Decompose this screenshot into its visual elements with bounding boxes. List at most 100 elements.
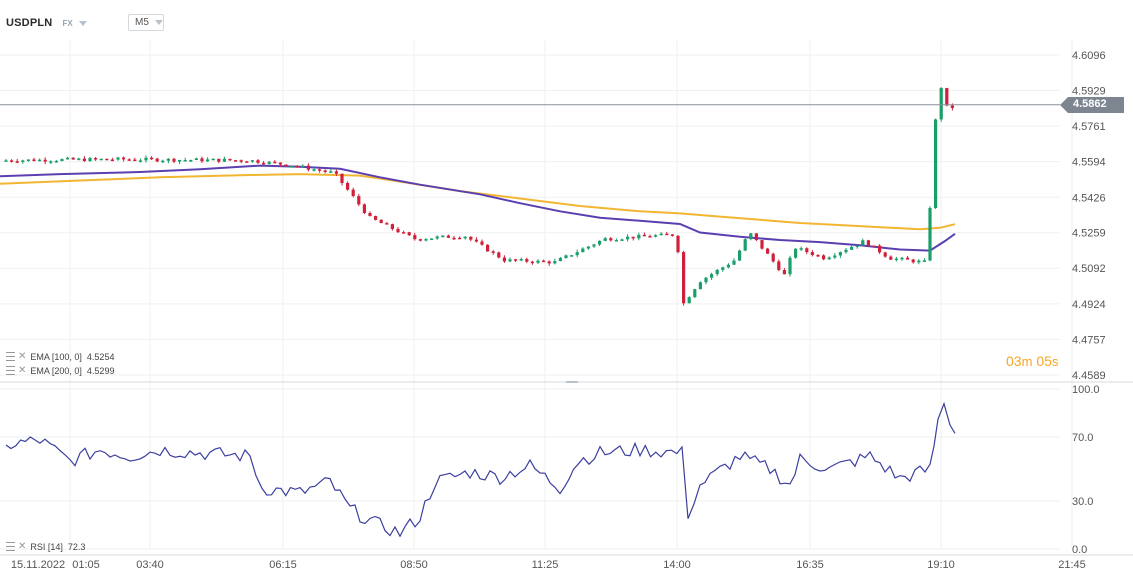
candle-body [446, 235, 450, 238]
candle-body [172, 158, 176, 162]
last-price-value: 4.5862 [1073, 98, 1107, 110]
candle-body [138, 160, 142, 162]
close-icon[interactable]: ✕ [18, 541, 27, 552]
candle-body [183, 159, 187, 162]
candle-body [211, 158, 215, 161]
candle-body [206, 159, 210, 162]
candle-body [82, 158, 86, 162]
candle-body [844, 249, 848, 253]
candle-body [290, 166, 294, 168]
candle-body [245, 161, 249, 163]
candle-body [866, 240, 870, 246]
candle-body [855, 245, 859, 247]
candle-body [295, 166, 299, 168]
candle-body [581, 248, 585, 253]
candle-body [150, 157, 154, 160]
candle-body [715, 269, 719, 275]
candle-body [77, 158, 81, 161]
indicator-value: 72.3 [67, 541, 86, 552]
candle-body [665, 233, 669, 236]
y-tick-label: 4.5092 [1072, 263, 1106, 275]
panel-resize-handle [566, 381, 578, 383]
candle-body [670, 234, 674, 236]
countdown-seconds-unit: s [1051, 354, 1059, 369]
candle-body [38, 159, 42, 162]
rsi-tick-label: 100.0 [1072, 384, 1100, 396]
candle-body [883, 252, 887, 257]
settings-icon[interactable] [6, 542, 15, 551]
candle-body [502, 257, 506, 262]
candle-body [542, 260, 546, 263]
y-tick-label: 4.5426 [1072, 192, 1106, 204]
last-price-tag: 4.5862 [1060, 97, 1124, 113]
candle-body [676, 235, 680, 253]
candle-body [536, 260, 540, 263]
candle-body [334, 171, 338, 174]
countdown-minutes-unit: m [1021, 354, 1033, 369]
candle-body [418, 239, 422, 241]
candle-body [570, 255, 574, 257]
candle-body [32, 159, 36, 162]
candle-body [906, 257, 910, 260]
candle-body [357, 196, 361, 205]
indicator-value: 4.5254 [86, 351, 115, 362]
y-tick-label: 4.5259 [1072, 228, 1106, 240]
candle-body [452, 237, 456, 240]
candle-body [390, 224, 394, 229]
candle-body [698, 282, 702, 290]
candle-body [256, 160, 260, 163]
candle-body [799, 248, 803, 250]
settings-icon[interactable] [6, 366, 15, 375]
candle-body [273, 161, 277, 164]
timeframe-select[interactable]: M5 [128, 14, 164, 31]
candle-body [519, 259, 523, 261]
candle-body [105, 158, 109, 161]
candle-body [710, 274, 714, 278]
chevron-down-icon[interactable] [78, 20, 87, 26]
close-icon[interactable]: ✕ [18, 365, 27, 376]
candle-body [116, 157, 120, 160]
y-tick-label: 4.5929 [1072, 85, 1106, 97]
candle-body [284, 164, 288, 167]
candle-body [323, 170, 327, 172]
y-tick-label: 4.4589 [1072, 370, 1106, 382]
candle-body [15, 161, 19, 163]
candle-body [872, 245, 876, 248]
close-icon[interactable]: ✕ [18, 351, 27, 362]
candle-body [486, 244, 490, 252]
candle-body [687, 297, 691, 304]
candle-body [631, 236, 635, 239]
candle-body [816, 255, 820, 257]
candle-body [609, 238, 613, 241]
candle-body [424, 239, 428, 241]
indicator-rsi: ✕ RSI [14] 72.3 [6, 541, 85, 552]
candle-body [26, 159, 30, 161]
x-tick-label: 15.11.2022 [11, 559, 65, 571]
candle-body [603, 238, 607, 241]
candle-body [351, 189, 355, 197]
candle-body [234, 160, 238, 162]
candle-body [530, 261, 534, 264]
indicator-label: EMA [200, 0] [30, 365, 82, 376]
rsi-tick-label: 70.0 [1072, 432, 1093, 444]
candle-body [598, 240, 602, 245]
candle-body [250, 160, 254, 162]
candle-body [306, 165, 310, 170]
ema200-line [0, 173, 956, 231]
symbol-label: USDPLN [6, 17, 53, 29]
candle-body [362, 204, 366, 213]
candle-body [49, 161, 53, 163]
settings-icon[interactable] [6, 352, 15, 361]
candle-body [21, 160, 25, 162]
x-tick-label: 21:45 [1058, 559, 1086, 571]
candle-body [508, 259, 512, 262]
candle-body [340, 173, 344, 183]
candle-body [558, 258, 562, 262]
candle-body [278, 162, 282, 165]
candle-body [239, 160, 243, 162]
candle-body [318, 169, 322, 171]
candle-body [642, 234, 646, 237]
candle-body [659, 233, 663, 236]
candle-body [374, 216, 378, 220]
